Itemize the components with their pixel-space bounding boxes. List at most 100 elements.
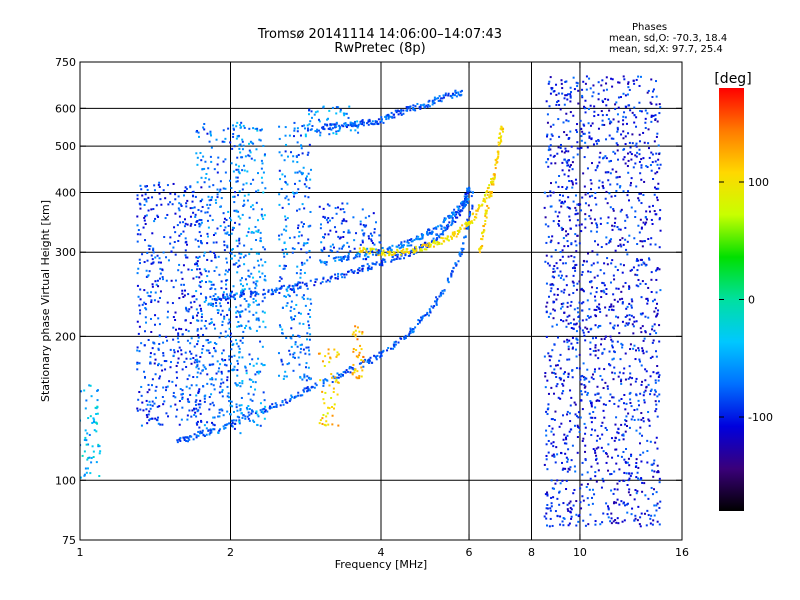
data-point: [298, 281, 301, 284]
data-point: [239, 409, 242, 412]
data-point: [155, 204, 158, 207]
data-point: [459, 90, 462, 93]
data-point: [359, 120, 362, 123]
data-point: [572, 292, 575, 295]
data-point: [181, 277, 184, 280]
data-point: [342, 255, 345, 258]
data-point: [280, 233, 283, 236]
data-point: [656, 502, 659, 505]
data-point: [355, 124, 358, 127]
data-point: [565, 234, 568, 237]
data-point: [235, 403, 238, 406]
data-point: [231, 147, 234, 150]
data-point: [191, 315, 194, 318]
data-point: [299, 312, 302, 315]
data-point: [397, 341, 400, 344]
data-point: [575, 288, 578, 291]
data-point: [569, 506, 572, 509]
data-point: [616, 176, 619, 179]
data-point: [195, 384, 198, 387]
data-point: [345, 123, 348, 126]
data-point: [255, 252, 258, 255]
data-point: [298, 208, 301, 211]
data-point: [610, 308, 613, 311]
data-point: [217, 156, 220, 159]
data-point: [208, 185, 211, 188]
data-point: [252, 313, 255, 316]
data-point: [311, 125, 314, 128]
data-point: [200, 351, 203, 354]
data-point: [606, 455, 609, 458]
data-point: [441, 289, 444, 292]
data-point: [96, 412, 99, 415]
data-point: [563, 158, 566, 161]
data-point: [85, 399, 88, 402]
data-point: [552, 371, 555, 374]
data-point: [241, 138, 244, 141]
data-point: [271, 290, 274, 293]
data-point: [186, 440, 189, 443]
data-point: [298, 335, 301, 338]
data-point: [638, 523, 641, 526]
data-point: [247, 404, 250, 407]
data-point: [247, 154, 250, 157]
data-point: [575, 244, 578, 247]
data-point: [658, 374, 661, 377]
data-point: [494, 167, 497, 170]
data-point: [573, 401, 576, 404]
data-point: [604, 426, 607, 429]
data-point: [228, 307, 231, 310]
data-point: [640, 412, 643, 415]
data-point: [239, 432, 242, 435]
data-point: [80, 476, 82, 479]
data-point: [602, 100, 605, 103]
data-point: [617, 432, 620, 435]
data-point: [576, 234, 579, 237]
data-point: [600, 338, 603, 341]
data-point: [179, 221, 182, 224]
data-point: [207, 429, 210, 432]
data-point: [288, 295, 291, 298]
data-point: [612, 378, 615, 381]
data-point: [647, 411, 650, 414]
data-point: [176, 439, 179, 442]
data-point: [606, 263, 609, 266]
data-point: [499, 142, 502, 145]
data-point: [461, 207, 464, 210]
data-point: [184, 306, 187, 309]
data-point: [361, 208, 364, 211]
data-point: [303, 124, 306, 127]
data-point: [233, 201, 236, 204]
data-point: [206, 373, 209, 376]
data-point: [616, 324, 619, 327]
data-point: [229, 332, 232, 335]
data-point: [381, 350, 384, 353]
data-point: [143, 344, 146, 347]
data-point: [584, 213, 587, 216]
data-point: [358, 330, 361, 333]
data-point: [548, 145, 551, 148]
data-point: [648, 424, 651, 427]
data-point: [228, 422, 231, 425]
data-point: [568, 215, 571, 218]
data-point: [635, 145, 638, 148]
data-point: [455, 264, 458, 267]
data-point: [651, 493, 654, 496]
data-point: [644, 389, 647, 392]
data-point: [598, 437, 601, 440]
data-point: [159, 423, 162, 426]
data-point: [590, 496, 593, 499]
data-point: [174, 212, 177, 215]
data-point: [613, 324, 616, 327]
data-point: [447, 239, 450, 242]
data-point: [584, 444, 587, 447]
data-point: [302, 294, 305, 297]
data-point: [581, 263, 584, 266]
data-point: [406, 241, 409, 244]
data-point: [235, 262, 238, 265]
data-point: [196, 423, 199, 426]
data-point: [584, 326, 587, 329]
data-point: [329, 124, 332, 127]
data-point: [181, 397, 184, 400]
data-point: [197, 403, 200, 406]
